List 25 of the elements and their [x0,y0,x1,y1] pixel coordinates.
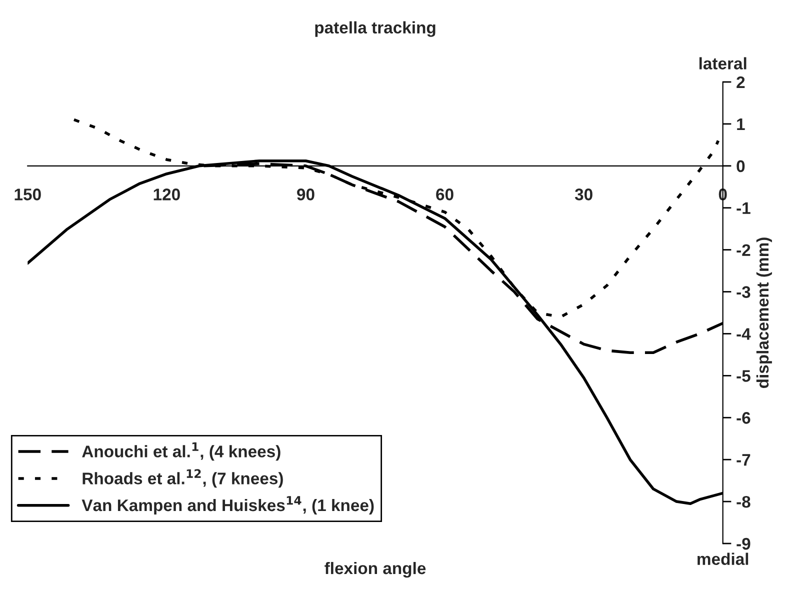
y-tick-label: -3 [736,286,750,298]
y-tick-label: -4 [736,328,751,340]
y-tick-label: 1 [737,118,745,130]
y-tick-label: -9 [736,538,750,550]
y-tick-label: -8 [736,496,750,508]
legend-label: Rhoads et al.$^{12}$, (7 knees) [82,469,283,488]
legend-label: Van Kampen and Huiskes$^{14}$, (1 knee) [82,496,374,515]
chart-title: patella tracking [315,21,436,37]
legend-label: Anouchi et al.$^{1}$, (4 knees) [82,442,280,461]
x-axis-title: flexion angle [324,562,426,578]
y-tick-label: -6 [736,412,750,424]
y-tick-label: -2 [736,244,750,256]
text: lateral [699,57,746,70]
x-tick-label: 30 [574,188,592,200]
y-tick-label: 0 [736,160,745,172]
y-tick-label: -7 [736,454,750,466]
x-tick-label: 120 [154,188,180,200]
y-tick-label: -1 [736,202,750,214]
y-tick-label: 2 [736,76,745,88]
text: medial [698,552,748,565]
x-tick-label: 150 [14,188,41,200]
x-tick-label: 60 [436,188,454,200]
y-tick-label: -5 [736,370,750,382]
x-tick-label: 90 [297,188,314,200]
y-axis-title: displacement (mm) [756,238,772,388]
